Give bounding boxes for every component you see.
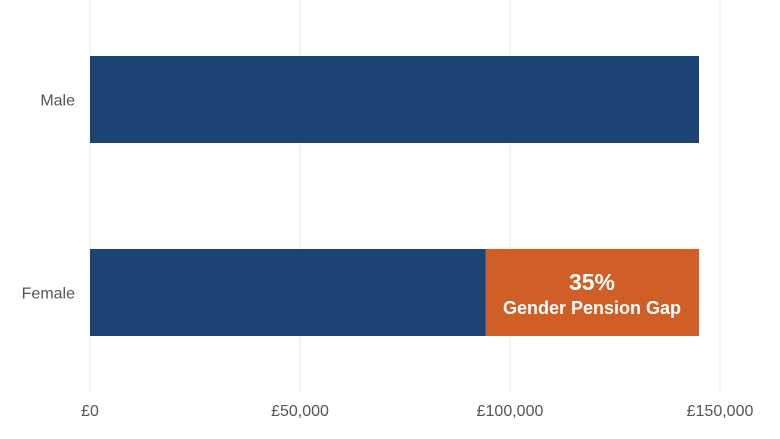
annotation-value: 35% bbox=[569, 269, 615, 295]
x-tick-label: £100,000 bbox=[477, 403, 544, 420]
bar-male-segment-0 bbox=[90, 56, 699, 143]
y-tick-label: Male bbox=[40, 93, 75, 110]
x-tick-label: £150,000 bbox=[687, 403, 754, 420]
bar-female-segment-0 bbox=[90, 249, 486, 336]
x-tick-label: £0 bbox=[81, 403, 99, 420]
y-tick-label: Female bbox=[22, 286, 75, 303]
annotation-label: Gender Pension Gap bbox=[503, 298, 681, 318]
bar-female-segment-1 bbox=[485, 249, 699, 336]
x-tick-label: £50,000 bbox=[271, 403, 329, 420]
